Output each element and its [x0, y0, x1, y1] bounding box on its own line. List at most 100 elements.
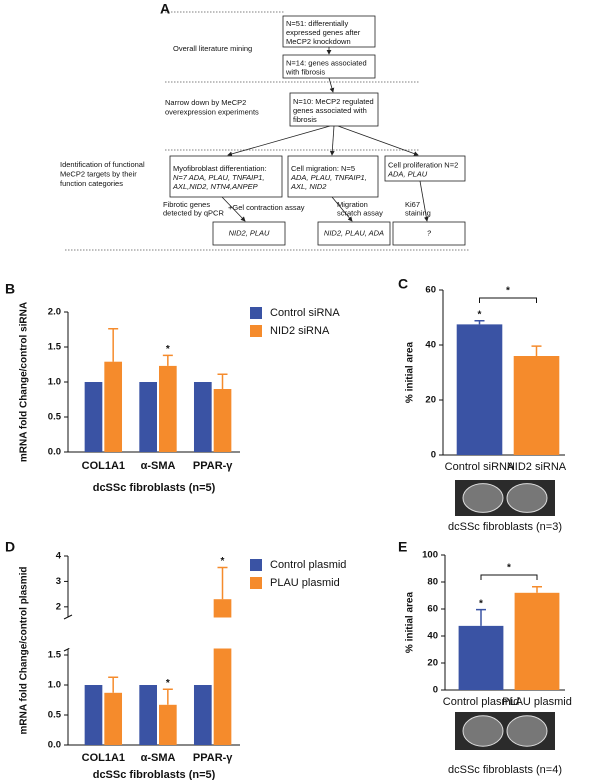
y-tick-label: 20: [425, 395, 436, 406]
bar: [139, 382, 157, 452]
text-line: ADA, PLAU: [387, 169, 428, 178]
y-axis-label: mRNA fold Change/control plasmid: [19, 567, 30, 735]
text-line: staining: [405, 208, 431, 217]
x-tick-label: NID2 siRNA: [507, 461, 567, 473]
x-tick-label: Control siRNA: [445, 461, 515, 473]
y-tick-label: 0.0: [48, 447, 61, 458]
text-line: N=51: differentially: [286, 19, 348, 28]
flow-box: [282, 15, 376, 48]
text-line: Ki67: [405, 200, 420, 209]
y-tick-label: 100: [422, 550, 438, 561]
y-tick-label: 0: [433, 685, 438, 696]
y-tick-label: 2.0: [48, 307, 61, 318]
box-text: N=14: genes associated with fibrosis: [285, 58, 367, 76]
text-line: N=14: genes associated: [286, 58, 367, 67]
text-line: detected by qPCR: [163, 208, 224, 217]
bar: [213, 389, 232, 452]
text-line: scratch assay: [337, 208, 383, 217]
text-line: ?: [427, 228, 432, 237]
x-tick-label: Control plasmid: [443, 696, 519, 708]
error-bar: [532, 585, 542, 593]
box-text: NID2, PLAU, ADA: [324, 228, 384, 237]
y-axis-label: % initial area: [405, 341, 416, 403]
bar: [84, 685, 103, 745]
legend-swatch: [250, 577, 262, 589]
text-line: NID2, PLAU, ADA: [324, 228, 384, 237]
flow-box: [287, 155, 379, 198]
flow-box: [282, 54, 376, 79]
x-tick-label: PPAR-γ: [193, 460, 233, 472]
text-line: MeCP2 targets by their: [60, 169, 137, 178]
panel-a-lines: [65, 11, 470, 251]
panel-label: D: [5, 539, 15, 555]
y-axis-label: % initial area: [405, 591, 416, 653]
error-bar: [108, 328, 119, 362]
box-text: N=51: differentially expressed genes afte…: [286, 19, 361, 46]
text-line: Narrow down by MeCP2: [165, 98, 246, 107]
y-tick-label: 3: [56, 576, 61, 587]
box-text: N=10: MeCP2 regulated genes associated wi…: [293, 97, 374, 124]
significance-bracket: [479, 297, 537, 303]
x-axis-label: dcSSc fibroblasts (n=4): [448, 764, 562, 776]
error-bar: [108, 676, 119, 693]
box-text: Cell migration: N=5 ADA, PLAU, TNFAIP1, AX…: [290, 164, 367, 191]
bar: [159, 704, 177, 745]
text-line: with fibrosis: [285, 67, 325, 76]
text-line: Cell proliferation N=2: [388, 160, 458, 169]
significance-star: *: [221, 556, 225, 567]
x-axis-label: dcSSc fibroblasts (n=5): [93, 482, 216, 494]
x-tick-label: α-SMA: [141, 752, 176, 764]
panel-label: C: [398, 276, 408, 292]
box-text: NID2, PLAU: [229, 228, 270, 237]
bar: [456, 324, 503, 455]
bar: [104, 692, 123, 745]
bar: [458, 625, 504, 690]
y-tick-label: 60: [427, 604, 438, 615]
error-bar: [476, 608, 486, 626]
stage-label: Identification of functional MeCP2 target…: [60, 160, 145, 188]
significance-star: *: [166, 344, 170, 355]
box-text: ?: [427, 228, 432, 237]
photo-well: [462, 715, 504, 747]
bar: [104, 361, 123, 452]
text-line: Migration: [337, 200, 368, 209]
panel-label: B: [5, 281, 15, 297]
error-bar: [531, 345, 542, 356]
y-tick-label: 60: [425, 285, 436, 296]
photo-well: [506, 715, 548, 747]
significance-star: *: [166, 678, 170, 689]
legend-swatch: [250, 307, 262, 319]
x-axis-label: dcSSc fibroblasts (n=3): [448, 521, 562, 533]
panel-label: A: [160, 1, 170, 17]
axis-break-gap: [69, 617, 241, 649]
x-tick-label: PLAU plasmid: [502, 696, 572, 708]
bar: [139, 685, 157, 745]
significance-bracket: [480, 574, 538, 580]
text-line: genes associated with: [293, 106, 367, 115]
legend-label: PLAU plasmid: [270, 577, 340, 589]
y-tick-label: 1.0: [48, 377, 61, 388]
significance-star: *: [478, 309, 482, 320]
flow-box: [392, 221, 466, 246]
text-line: Cell migration: N=5: [291, 164, 355, 173]
text-line: NID2, PLAU: [229, 228, 270, 237]
x-tick-label: COL1A1: [82, 752, 125, 764]
error-bar: [217, 566, 228, 600]
x-axis-label: dcSSc fibroblasts (n=5): [93, 769, 216, 780]
flow-box: [317, 221, 391, 246]
assay-label: Migration scratch assay: [337, 200, 383, 218]
text-line: Identification of functional: [60, 160, 145, 169]
legend-label: Control siRNA: [270, 307, 340, 319]
y-tick-label: 40: [425, 340, 436, 351]
text-line: fibrosis: [293, 115, 317, 124]
x-tick-label: PPAR-γ: [193, 752, 233, 764]
y-tick-label: 20: [427, 658, 438, 669]
significance-star: *: [479, 598, 483, 609]
legend-swatch: [250, 559, 262, 571]
bar: [84, 382, 103, 452]
legend-label: Control plasmid: [270, 559, 346, 571]
photo-well: [506, 483, 548, 513]
y-tick-label: 40: [427, 631, 438, 642]
stage-label: Overall literature mining: [173, 44, 252, 53]
